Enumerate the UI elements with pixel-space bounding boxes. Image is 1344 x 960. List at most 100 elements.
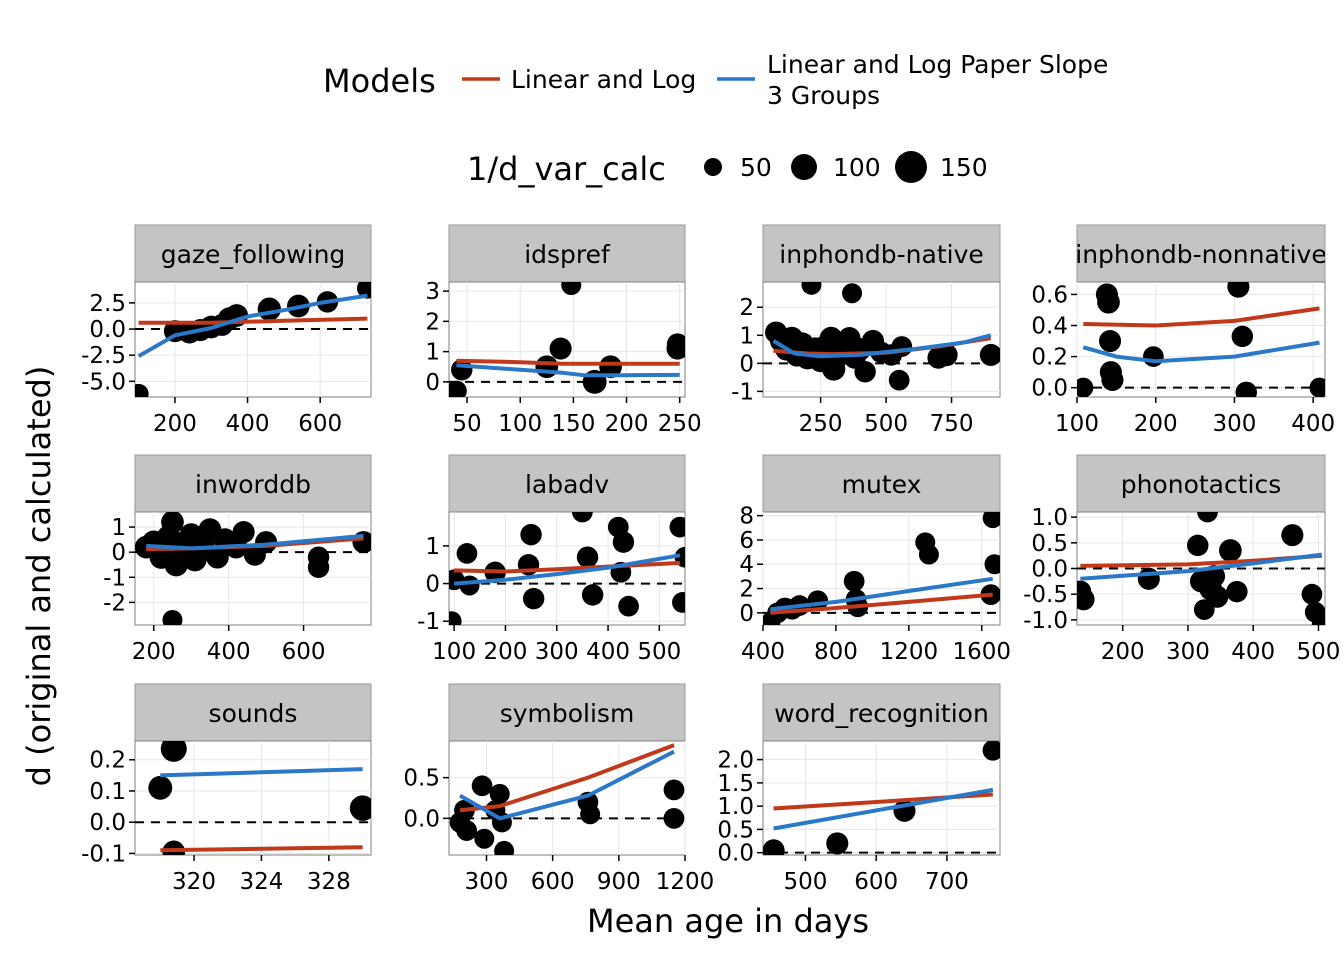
- data-point: [471, 775, 493, 797]
- data-point: [456, 820, 478, 841]
- y-tick-label: 0.5: [1031, 531, 1068, 557]
- data-point: [918, 544, 939, 565]
- data-point: [1309, 377, 1325, 397]
- y-tick-label: 0.0: [717, 841, 754, 867]
- models-legend-title: Models: [323, 62, 436, 100]
- data-point: [672, 592, 685, 613]
- x-tick-label: 200: [132, 639, 176, 665]
- y-tick-label: -2: [103, 590, 126, 616]
- y-tick-label: -1.0: [1023, 608, 1068, 634]
- facet-strip: [762, 683, 1001, 742]
- data-point: [307, 546, 330, 568]
- facet-title: idspref: [524, 240, 611, 269]
- y-tick-label: 1.5: [717, 771, 754, 797]
- y-tick-label: 0.2: [1031, 345, 1068, 371]
- x-tick-label: 400: [741, 639, 785, 665]
- y-tick-label: 0.5: [717, 817, 754, 843]
- data-point: [449, 611, 462, 625]
- facet-title: word_recognition: [774, 699, 989, 728]
- line-paper-slope: [772, 333, 992, 359]
- y-tick-label: 8: [739, 504, 754, 530]
- facet-strip: [134, 454, 372, 513]
- x-tick-label: 100: [432, 639, 476, 665]
- y-tick-label: 3: [425, 279, 440, 305]
- x-tick-label: 400: [207, 639, 251, 665]
- x-tick-label: 1600: [952, 639, 1011, 665]
- data-point: [891, 336, 913, 357]
- data-point: [618, 595, 639, 617]
- size-legend-title: 1/d_var_calc: [467, 150, 666, 188]
- data-point: [135, 383, 149, 397]
- data-point: [549, 337, 572, 360]
- facet-title: symbolism: [500, 699, 635, 728]
- data-point: [612, 531, 635, 553]
- facet-title: sounds: [209, 699, 298, 728]
- x-tick-label: 200: [153, 411, 197, 437]
- facet-title: inphondb-nonnative: [1075, 240, 1326, 269]
- line-linear-log: [1083, 306, 1320, 328]
- x-tick-label: 100: [498, 411, 542, 437]
- facet-title: gaze_following: [161, 240, 346, 269]
- y-tick-label: -0.5: [1023, 582, 1068, 608]
- data-point: [580, 804, 601, 825]
- data-point: [1187, 534, 1209, 557]
- points-group: [449, 775, 685, 855]
- x-tick-label: 200: [1134, 411, 1178, 437]
- x-tick-label: 250: [658, 411, 702, 437]
- x-tick-label: 300: [535, 639, 579, 665]
- data-point: [888, 369, 910, 391]
- y-tick-label: 1: [111, 515, 126, 541]
- line-paper-slope: [773, 787, 994, 831]
- y-tick-label: 0.0: [403, 806, 440, 832]
- y-tick-label: 6: [739, 528, 754, 554]
- x-tick-label: 300: [1213, 411, 1257, 437]
- points-group: [1077, 512, 1325, 625]
- panel-phonotactics: phonotactics 200 300 400 500 1.00.50.0-0.5-1.…: [1023, 454, 1340, 665]
- y-tick-label: -1: [731, 379, 754, 405]
- x-tick-label: 328: [307, 869, 351, 895]
- legend-label-linear-log: Linear and Log: [511, 65, 696, 94]
- panel-idspref: idspref 50 100 150 200 250 3 2 1 0: [425, 224, 702, 437]
- data-point: [979, 343, 1000, 366]
- data-point: [982, 512, 1000, 529]
- x-tick-label: 300: [1166, 639, 1210, 665]
- x-tick-label: 500: [783, 869, 827, 895]
- points-group: [1077, 282, 1325, 397]
- x-tick-label: 600: [854, 869, 898, 895]
- data-point: [459, 575, 480, 596]
- x-tick-label: 750: [930, 411, 974, 437]
- y-tick-label: -5.0: [81, 369, 126, 395]
- data-point: [666, 333, 685, 355]
- x-tick-label: 324: [239, 869, 283, 895]
- size-key-100: [791, 154, 817, 180]
- line-paper-slope: [1082, 340, 1320, 364]
- models-legend: Models Linear and Log Linear and Log Pap…: [323, 50, 1108, 110]
- size-key-150: [895, 151, 927, 183]
- data-point: [1203, 565, 1226, 588]
- line-paper-slope: [456, 363, 680, 378]
- data-point: [1097, 290, 1120, 314]
- x-tick-label: 500: [637, 639, 681, 665]
- x-tick-label: 600: [282, 639, 326, 665]
- data-point: [148, 775, 173, 800]
- facet-strip: [762, 224, 1001, 283]
- y-tick-label: 0.2: [89, 748, 126, 774]
- panel-inworddb: inworddb 200 400 600 10-1-2: [103, 454, 372, 665]
- y-tick-label: -2.5: [81, 343, 126, 369]
- data-point: [520, 523, 542, 546]
- x-tick-label: 200: [483, 639, 527, 665]
- x-tick-label: 700: [925, 869, 969, 895]
- data-point: [522, 587, 545, 610]
- panel-sounds: sounds 320 324 328 0.2 0.1 0.0 -0.1: [81, 683, 372, 895]
- panel-word_recognition: word_recognition 500 600 700 2.01.51.00.50.0: [717, 683, 1001, 895]
- data-point: [599, 355, 622, 379]
- y-tick-label: 0.4: [1031, 314, 1068, 340]
- y-tick-label: 4: [739, 552, 754, 578]
- y-tick-label: 0: [425, 572, 440, 598]
- x-tick-label: 1200: [880, 639, 939, 665]
- data-point: [1235, 381, 1257, 397]
- x-tick-label: 200: [1101, 639, 1145, 665]
- x-axis-title: Mean age in days: [587, 902, 869, 940]
